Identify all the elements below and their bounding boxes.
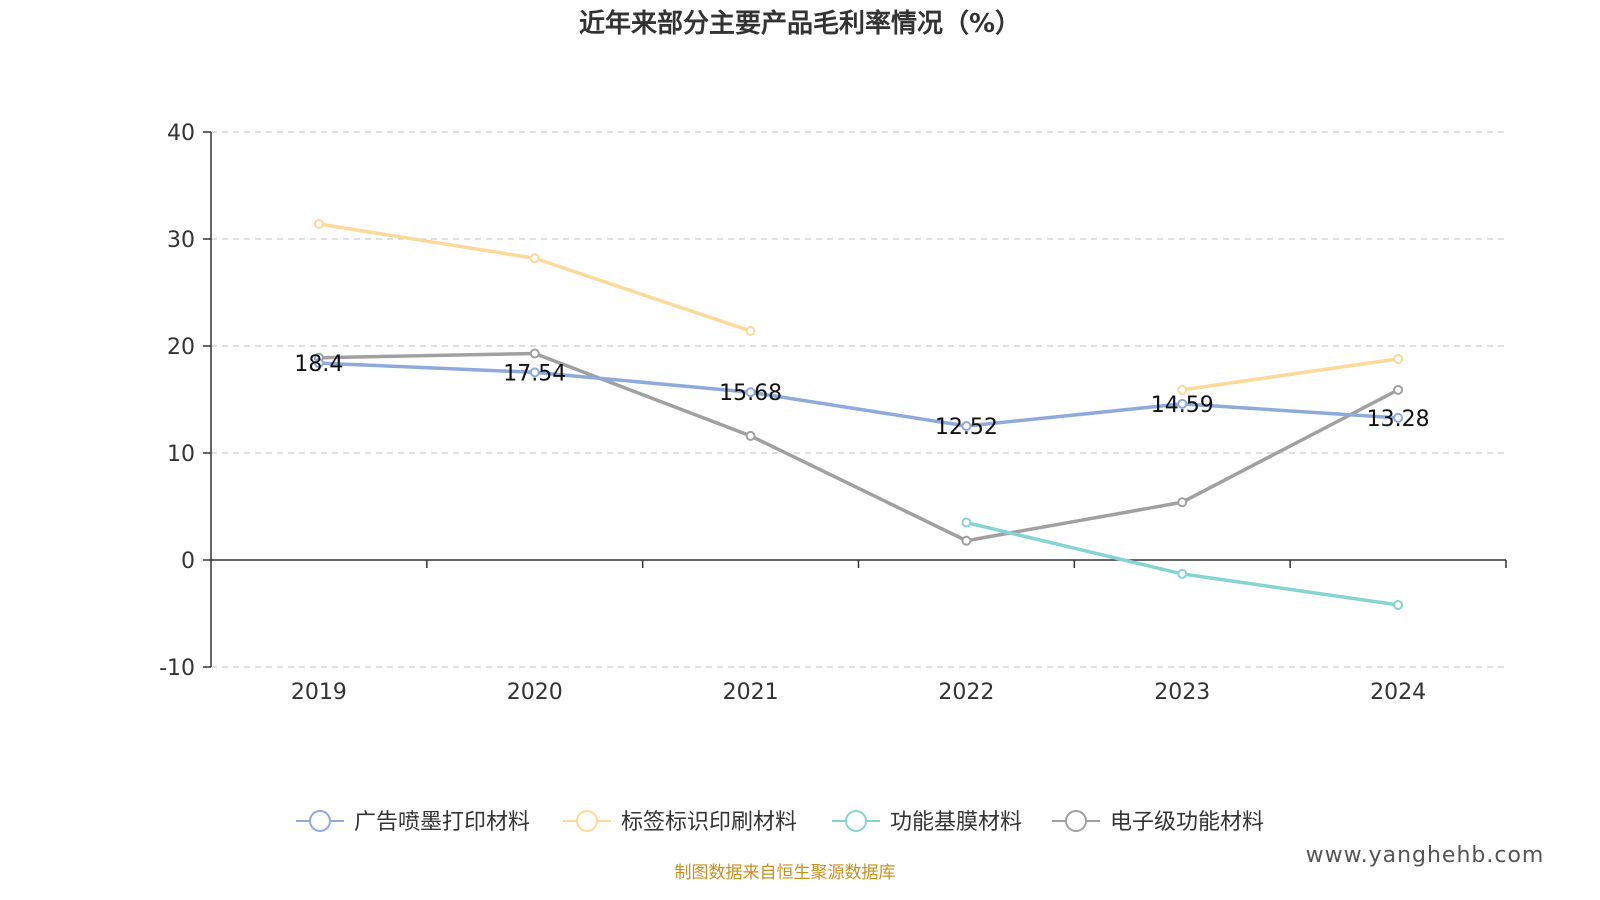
data-point [745,430,756,441]
x-tick-label: 2020 [507,680,563,705]
legend[interactable]: 广告喷墨打印材料 标签标识印刷材料 功能基膜材料 电子级功能材料 [296,810,1264,835]
source-note: 制图数据来自恒生聚源数据库 [675,863,896,883]
data-point [961,517,972,528]
data-point [1393,412,1404,423]
y-tick-label: 0 [181,549,195,574]
x-tick-label: 2024 [1370,680,1426,705]
data-label: 15.68 [719,381,782,406]
legend-item[interactable]: 广告喷墨打印材料 [296,810,530,835]
legend-item[interactable]: 标签标识印刷材料 [563,810,797,835]
series-group [313,219,1404,610]
legend-marker [309,810,331,832]
data-label: 13.28 [1367,407,1430,432]
data-point [529,367,540,378]
legend-item[interactable]: 电子级功能材料 [1052,810,1264,835]
data-point [1177,497,1188,508]
x-tick-label: 2019 [291,680,347,705]
legend-label: 功能基膜材料 [890,810,1022,835]
axes: 40 30 20 10 0 -10 2019 2020 2021 2022 2023 2024 [159,121,1507,705]
data-point [313,358,324,369]
data-point [745,326,756,337]
data-label: 14.59 [1151,393,1214,418]
data-point [1393,599,1404,610]
data-point [745,387,756,398]
data-point [961,421,972,432]
y-tick-label: 20 [167,335,195,360]
data-point [313,219,324,230]
data-label: 18.4 [294,352,343,377]
legend-label: 标签标识印刷材料 [621,810,797,835]
y-tick-label: 30 [167,228,195,253]
y-tick-label: 40 [167,121,195,146]
series-line [964,520,1400,607]
data-point [1177,568,1188,579]
y-tick-label: -10 [159,656,195,681]
y-tick-label: 10 [167,442,195,467]
legend-marker [1065,810,1087,832]
watermark: www.yanghehb.com [1306,843,1545,868]
grid-lines [211,131,1506,668]
data-point [1177,398,1188,409]
series-line [317,222,753,333]
legend-label: 电子级功能材料 [1110,810,1264,835]
series-line [317,361,1400,428]
chart-title: 近年来部分主要产品毛利率情况（%） [579,8,1021,39]
legend-item[interactable]: 功能基膜材料 [832,810,1022,835]
data-point [1177,384,1188,395]
series-line [317,351,1400,543]
data-point [1393,353,1404,364]
x-tick-label: 2023 [1154,680,1210,705]
data-point [961,535,972,546]
x-tick-label: 2022 [938,680,994,705]
data-label: 17.54 [503,361,566,386]
series-line [1180,357,1400,392]
legend-marker [845,810,867,832]
x-tick-label: 2021 [723,680,779,705]
data-point [1393,384,1404,395]
data-labels: 18.4 17.54 15.68 12.52 14.59 13.28 [294,352,1429,440]
legend-marker [576,810,598,832]
data-point [529,348,540,359]
legend-label: 广告喷墨打印材料 [354,810,530,835]
data-point [529,253,540,264]
data-label: 12.52 [935,415,998,440]
